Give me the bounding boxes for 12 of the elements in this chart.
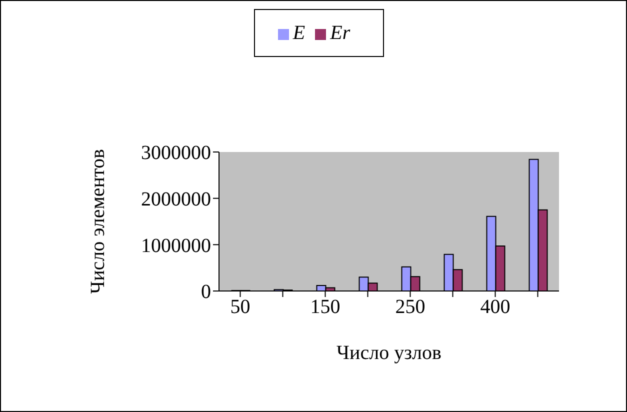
x-tick-label: 400	[480, 296, 510, 318]
x-tick-label: 50	[230, 296, 250, 318]
x-tick-label: 250	[395, 296, 426, 318]
legend-label: E	[292, 22, 306, 44]
y-tick-label: 2000000	[141, 188, 211, 210]
y-tick-label: 0	[201, 281, 211, 304]
y-tick-label: 1000000	[141, 234, 211, 257]
y-tick-label: 3000000	[141, 142, 211, 164]
x-axis-title: Число узлов	[336, 342, 442, 364]
y-axis-title: Число элементов	[87, 149, 110, 294]
legend-label: Er	[330, 22, 350, 44]
x-tick-label: 150	[310, 296, 340, 318]
